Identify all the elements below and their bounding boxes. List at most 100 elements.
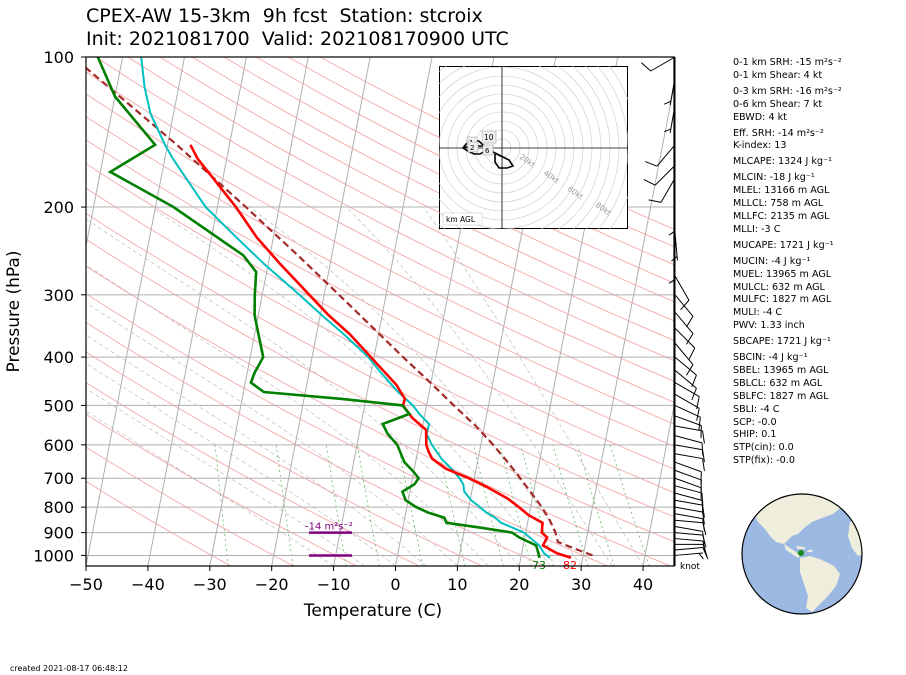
srh-annotation: -14 m²s⁻²	[305, 522, 353, 533]
dry-adiabat	[86, 446, 294, 566]
wind-barb-flag	[664, 128, 672, 133]
wind-barb-shaft	[674, 469, 702, 481]
isotherm	[209, 57, 309, 566]
globe-locator-map	[741, 493, 863, 615]
wind-barb	[674, 538, 707, 554]
wind-barb-flag	[643, 179, 656, 186]
index-line: SBCIN: -4 J kg⁻¹	[733, 352, 808, 364]
isotherm	[86, 57, 124, 249]
dry-adiabat	[86, 187, 674, 494]
y-tick-label: 1000	[33, 546, 74, 565]
index-line: EBWD: 4 kt	[733, 111, 787, 123]
isotherm	[580, 83, 674, 566]
wind-barb-flag	[698, 553, 704, 560]
wind-barb	[664, 105, 676, 133]
x-tick-label: 30	[571, 575, 591, 594]
wind-barb-shaft	[674, 425, 703, 432]
mixing-ratio-line	[552, 444, 589, 566]
y-tick-label: 900	[43, 524, 74, 543]
hodograph-height-label-2: 2	[467, 141, 479, 153]
wind-barb	[674, 404, 701, 430]
wind-barb	[674, 415, 702, 439]
wind-barb-flag	[702, 531, 705, 544]
dry-adiabat	[86, 321, 545, 566]
moist-adiabat	[86, 302, 458, 566]
wind-barb-shaft	[674, 513, 703, 520]
plot-frame	[85, 56, 675, 567]
wind-barb-shaft	[674, 435, 703, 444]
dry-adiabat	[86, 293, 608, 566]
x-tick-label: 20	[509, 575, 529, 594]
globe-outline	[741, 493, 863, 615]
mixing-ratio-line	[499, 444, 532, 566]
wind-barb-shaft	[674, 356, 697, 376]
dry-adiabat	[86, 212, 674, 518]
isotherm	[147, 57, 247, 566]
index-line: MUCIN: -4 J kg⁻¹	[733, 255, 811, 267]
moist-adiabat	[86, 334, 427, 566]
y-tick-label: 600	[43, 436, 74, 455]
wind-barb	[674, 435, 704, 456]
wind-barb	[643, 165, 676, 186]
index-line: MULCL: 632 m AGL	[733, 281, 825, 293]
index-line: SBLI: -4 C	[733, 403, 780, 415]
index-line: 0-1 km Shear: 4 kt	[733, 69, 823, 81]
wind-unit-label: knot	[680, 562, 700, 572]
x-tick-label: 10	[447, 575, 467, 594]
wind-barb-shaft	[674, 453, 703, 460]
wind-barb-flag	[645, 161, 658, 167]
moist-adiabat	[86, 218, 520, 566]
index-line: Eff. SRH: -14 m²s⁻²	[733, 127, 824, 139]
wind-barb-flag	[671, 256, 678, 262]
wind-barb	[674, 461, 702, 485]
index-line: SCP: -0.0	[733, 416, 777, 428]
moist-adiabat	[423, 206, 644, 566]
central-america-landmass	[784, 544, 800, 558]
y-tick-label: 100	[43, 48, 74, 67]
dry-adiabat	[223, 57, 674, 284]
wind-barb	[674, 547, 709, 560]
wind-barb-shaft	[674, 552, 703, 556]
index-line: K-index: 13	[733, 140, 787, 152]
wind-barb-shaft	[669, 105, 676, 133]
y-tick-label: 400	[43, 348, 74, 367]
wind-barb-flag	[680, 299, 690, 311]
wind-barb-shaft	[674, 342, 694, 365]
isotherm	[86, 57, 185, 566]
hodograph-trace	[461, 140, 515, 169]
wind-barb	[674, 369, 697, 401]
x-tick-label: −30	[193, 575, 227, 594]
dry-adiabat	[159, 57, 674, 322]
dry-adiabat	[86, 351, 483, 566]
wind-barb-shaft	[654, 165, 676, 186]
dry-adiabat	[86, 480, 232, 566]
dry-adiabat	[86, 265, 671, 566]
dry-adiabat	[86, 139, 674, 447]
y-tick-label: 500	[43, 396, 74, 415]
wind-barb	[671, 232, 678, 262]
chart-subtitle: Init: 2021081700 Valid: 202108170900 UTC	[86, 28, 509, 50]
wind-barb-shaft	[674, 506, 703, 513]
station-location-marker	[798, 550, 804, 556]
svg-text:10: 10	[484, 133, 494, 142]
wind-barb-shaft	[674, 547, 703, 551]
mixing-ratio-line	[437, 444, 466, 566]
wind-barb-flag	[685, 364, 694, 376]
index-line: MLEL: 13166 m AGL	[733, 185, 830, 197]
index-line: SHIP: 0.1	[733, 429, 777, 441]
wind-barb	[674, 275, 690, 311]
wind-barb-shaft	[674, 311, 694, 334]
wind-barb-flag	[685, 316, 694, 328]
wind-barb	[674, 444, 705, 463]
index-line: SBLFC: 1827 m AGL	[733, 390, 829, 402]
wind-barb-shaft	[674, 393, 700, 409]
y-tick-label: 800	[43, 498, 74, 517]
wind-barb-flag	[668, 278, 676, 284]
index-line: MLLCL: 758 m AGL	[733, 198, 824, 210]
wind-barb-shaft	[674, 461, 702, 473]
dry-adiabat	[191, 57, 674, 303]
mixing-ratio-line	[609, 444, 650, 566]
temperature-profile	[189, 144, 572, 560]
